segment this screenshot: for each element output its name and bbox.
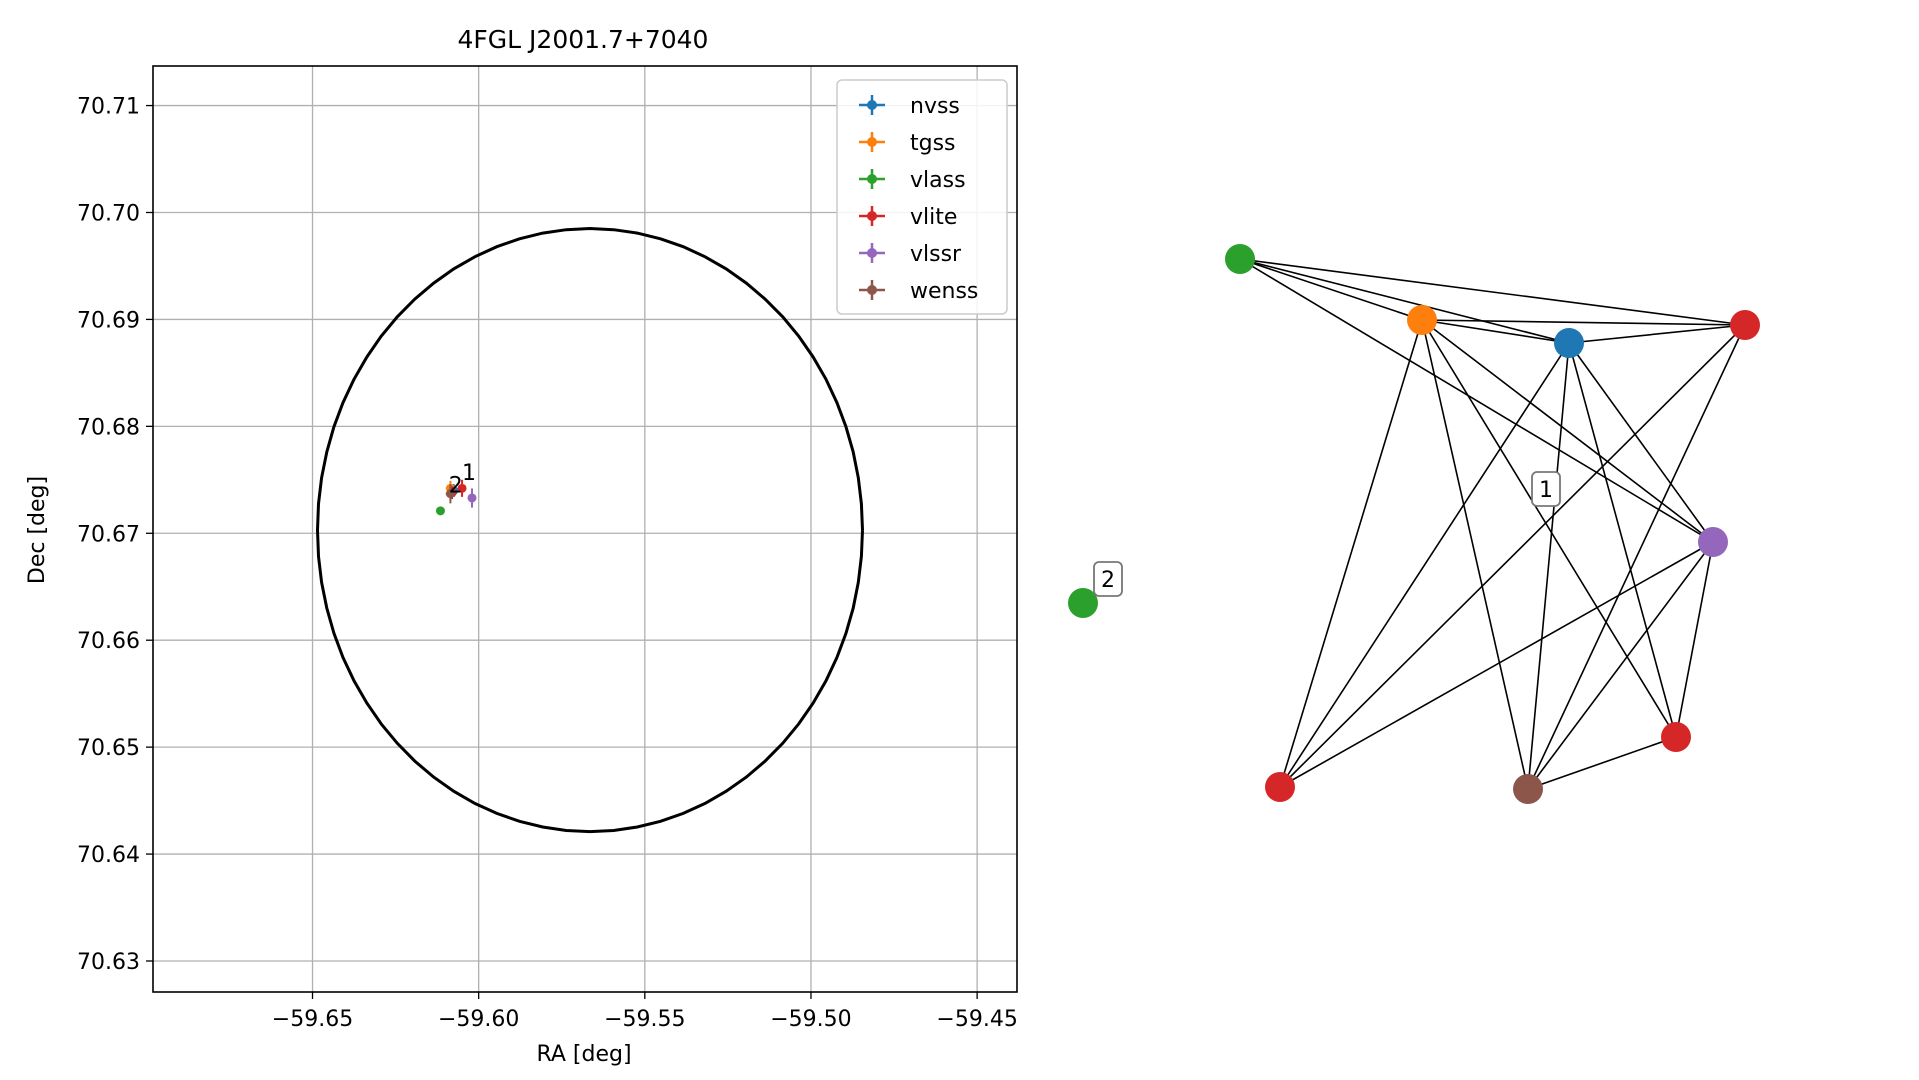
network-graph: 12	[1068, 244, 1760, 804]
graph-edge	[1675, 541, 1714, 738]
graph-edge	[1279, 541, 1714, 788]
graph-label-text: 2	[1101, 568, 1115, 593]
graph-edge	[1568, 342, 1677, 738]
x-tick-label: −59.60	[438, 1007, 519, 1032]
graph-edge	[1239, 258, 1423, 321]
graph-edges	[1239, 258, 1746, 790]
data-point-vlite	[457, 479, 467, 497]
legend-marker	[867, 211, 877, 221]
graph-edge	[1421, 319, 1746, 326]
graph-node	[1661, 722, 1691, 752]
graph-nodes	[1068, 244, 1760, 804]
legend-entry-tgss: tgss	[859, 131, 956, 156]
graph-edge	[1279, 324, 1746, 788]
y-tick-label: 70.70	[77, 201, 140, 226]
graph-edge	[1568, 324, 1746, 344]
legend-entry-vlite: vlite	[859, 205, 957, 230]
x-tick-label: −59.65	[272, 1007, 353, 1032]
y-tick-label: 70.63	[77, 950, 140, 975]
y-tick-label: 70.71	[77, 95, 140, 120]
data-points-layer	[435, 479, 477, 516]
x-axis-ticks: −59.65 −59.60 −59.55 −59.50 −59.45	[272, 992, 1018, 1032]
legend-marker	[867, 100, 877, 110]
graph-edge	[1239, 258, 1714, 543]
y-tick-label: 70.66	[77, 629, 140, 654]
legend-label: tgss	[910, 131, 956, 156]
graph-edge	[1279, 319, 1423, 788]
legend-marker	[867, 174, 877, 184]
graph-edge	[1279, 342, 1570, 788]
graph-label-text: 1	[1539, 478, 1553, 503]
legend-entry-wenss: wenss	[859, 279, 978, 304]
legend-box	[836, 79, 1008, 315]
y-tick-label: 70.68	[77, 415, 140, 440]
y-tick-label: 70.64	[77, 843, 140, 868]
annotation-layer: 12	[449, 461, 476, 499]
legend-label: nvss	[910, 94, 960, 119]
graph-node	[1068, 588, 1098, 618]
graph-edge	[1421, 319, 1529, 790]
graph-node	[1265, 772, 1295, 802]
graph-label: 2	[1093, 561, 1123, 597]
annotation-label: 1	[462, 461, 476, 486]
legend-marker	[867, 137, 877, 147]
data-point-vlssr	[467, 488, 477, 508]
chart-title: 4FGL J2001.7+7040	[458, 25, 709, 54]
y-tick-label: 70.65	[77, 736, 140, 761]
legend-label: wenss	[910, 279, 978, 304]
graph-labels: 12	[1093, 471, 1561, 597]
error-ellipse-layer	[315, 226, 864, 834]
marker	[435, 506, 445, 516]
y-axis-ticks: 70.63 70.64 70.65 70.66 70.67 70.68 70.69 70.70…	[77, 95, 153, 975]
data-point-vlass	[435, 506, 445, 516]
scatter-chart: 4FGL J2001.7+7040 12 −59.65 −59.60 −59.55−…	[25, 25, 1018, 1067]
error-ellipse	[315, 226, 864, 834]
legend-entry-nvss: nvss	[859, 94, 960, 119]
graph-edge	[1527, 736, 1677, 790]
y-tick-label: 70.67	[77, 522, 140, 547]
graph-edge	[1527, 324, 1746, 790]
graph-node	[1554, 328, 1584, 358]
axes-frame	[152, 65, 1018, 993]
legend-label: vlass	[910, 168, 966, 193]
graph-edge	[1421, 319, 1677, 738]
graph-node	[1513, 774, 1543, 804]
graph-label: 1	[1531, 471, 1561, 507]
data-point-wenss	[445, 484, 456, 504]
y-axis-label: Dec [deg]	[25, 476, 50, 584]
legend: nvss tgss vlass vlite vlssr wenss	[836, 79, 1008, 315]
graph-edge	[1527, 342, 1570, 790]
annotation-label: 2	[449, 474, 463, 499]
marker	[445, 489, 455, 499]
y-tick-label: 70.69	[77, 308, 140, 333]
x-tick-label: −59.45	[936, 1007, 1017, 1032]
x-tick-label: −59.50	[770, 1007, 851, 1032]
legend-marker	[867, 285, 877, 295]
graph-edge	[1421, 319, 1570, 344]
graph-node	[1730, 310, 1760, 340]
graph-node	[1225, 244, 1255, 274]
marker	[467, 493, 477, 503]
graph-node	[1698, 527, 1728, 557]
legend-entry-vlass: vlass	[859, 168, 966, 193]
graph-edge	[1527, 541, 1714, 790]
graph-node	[1407, 305, 1437, 335]
marker	[457, 483, 467, 493]
legend-label: vlite	[910, 205, 957, 230]
graph-edge	[1239, 258, 1570, 344]
legend-entry-vlssr: vlssr	[859, 242, 962, 267]
legend-marker	[867, 248, 877, 258]
graph-edge	[1421, 319, 1714, 543]
graph-edge	[1568, 342, 1714, 543]
graph-label-box	[1531, 471, 1561, 507]
x-tick-label: −59.55	[604, 1007, 685, 1032]
x-axis-label: RA [deg]	[536, 1042, 631, 1067]
legend-label: vlssr	[910, 242, 962, 267]
graph-label-box	[1093, 561, 1123, 597]
graph-edge	[1239, 258, 1746, 326]
